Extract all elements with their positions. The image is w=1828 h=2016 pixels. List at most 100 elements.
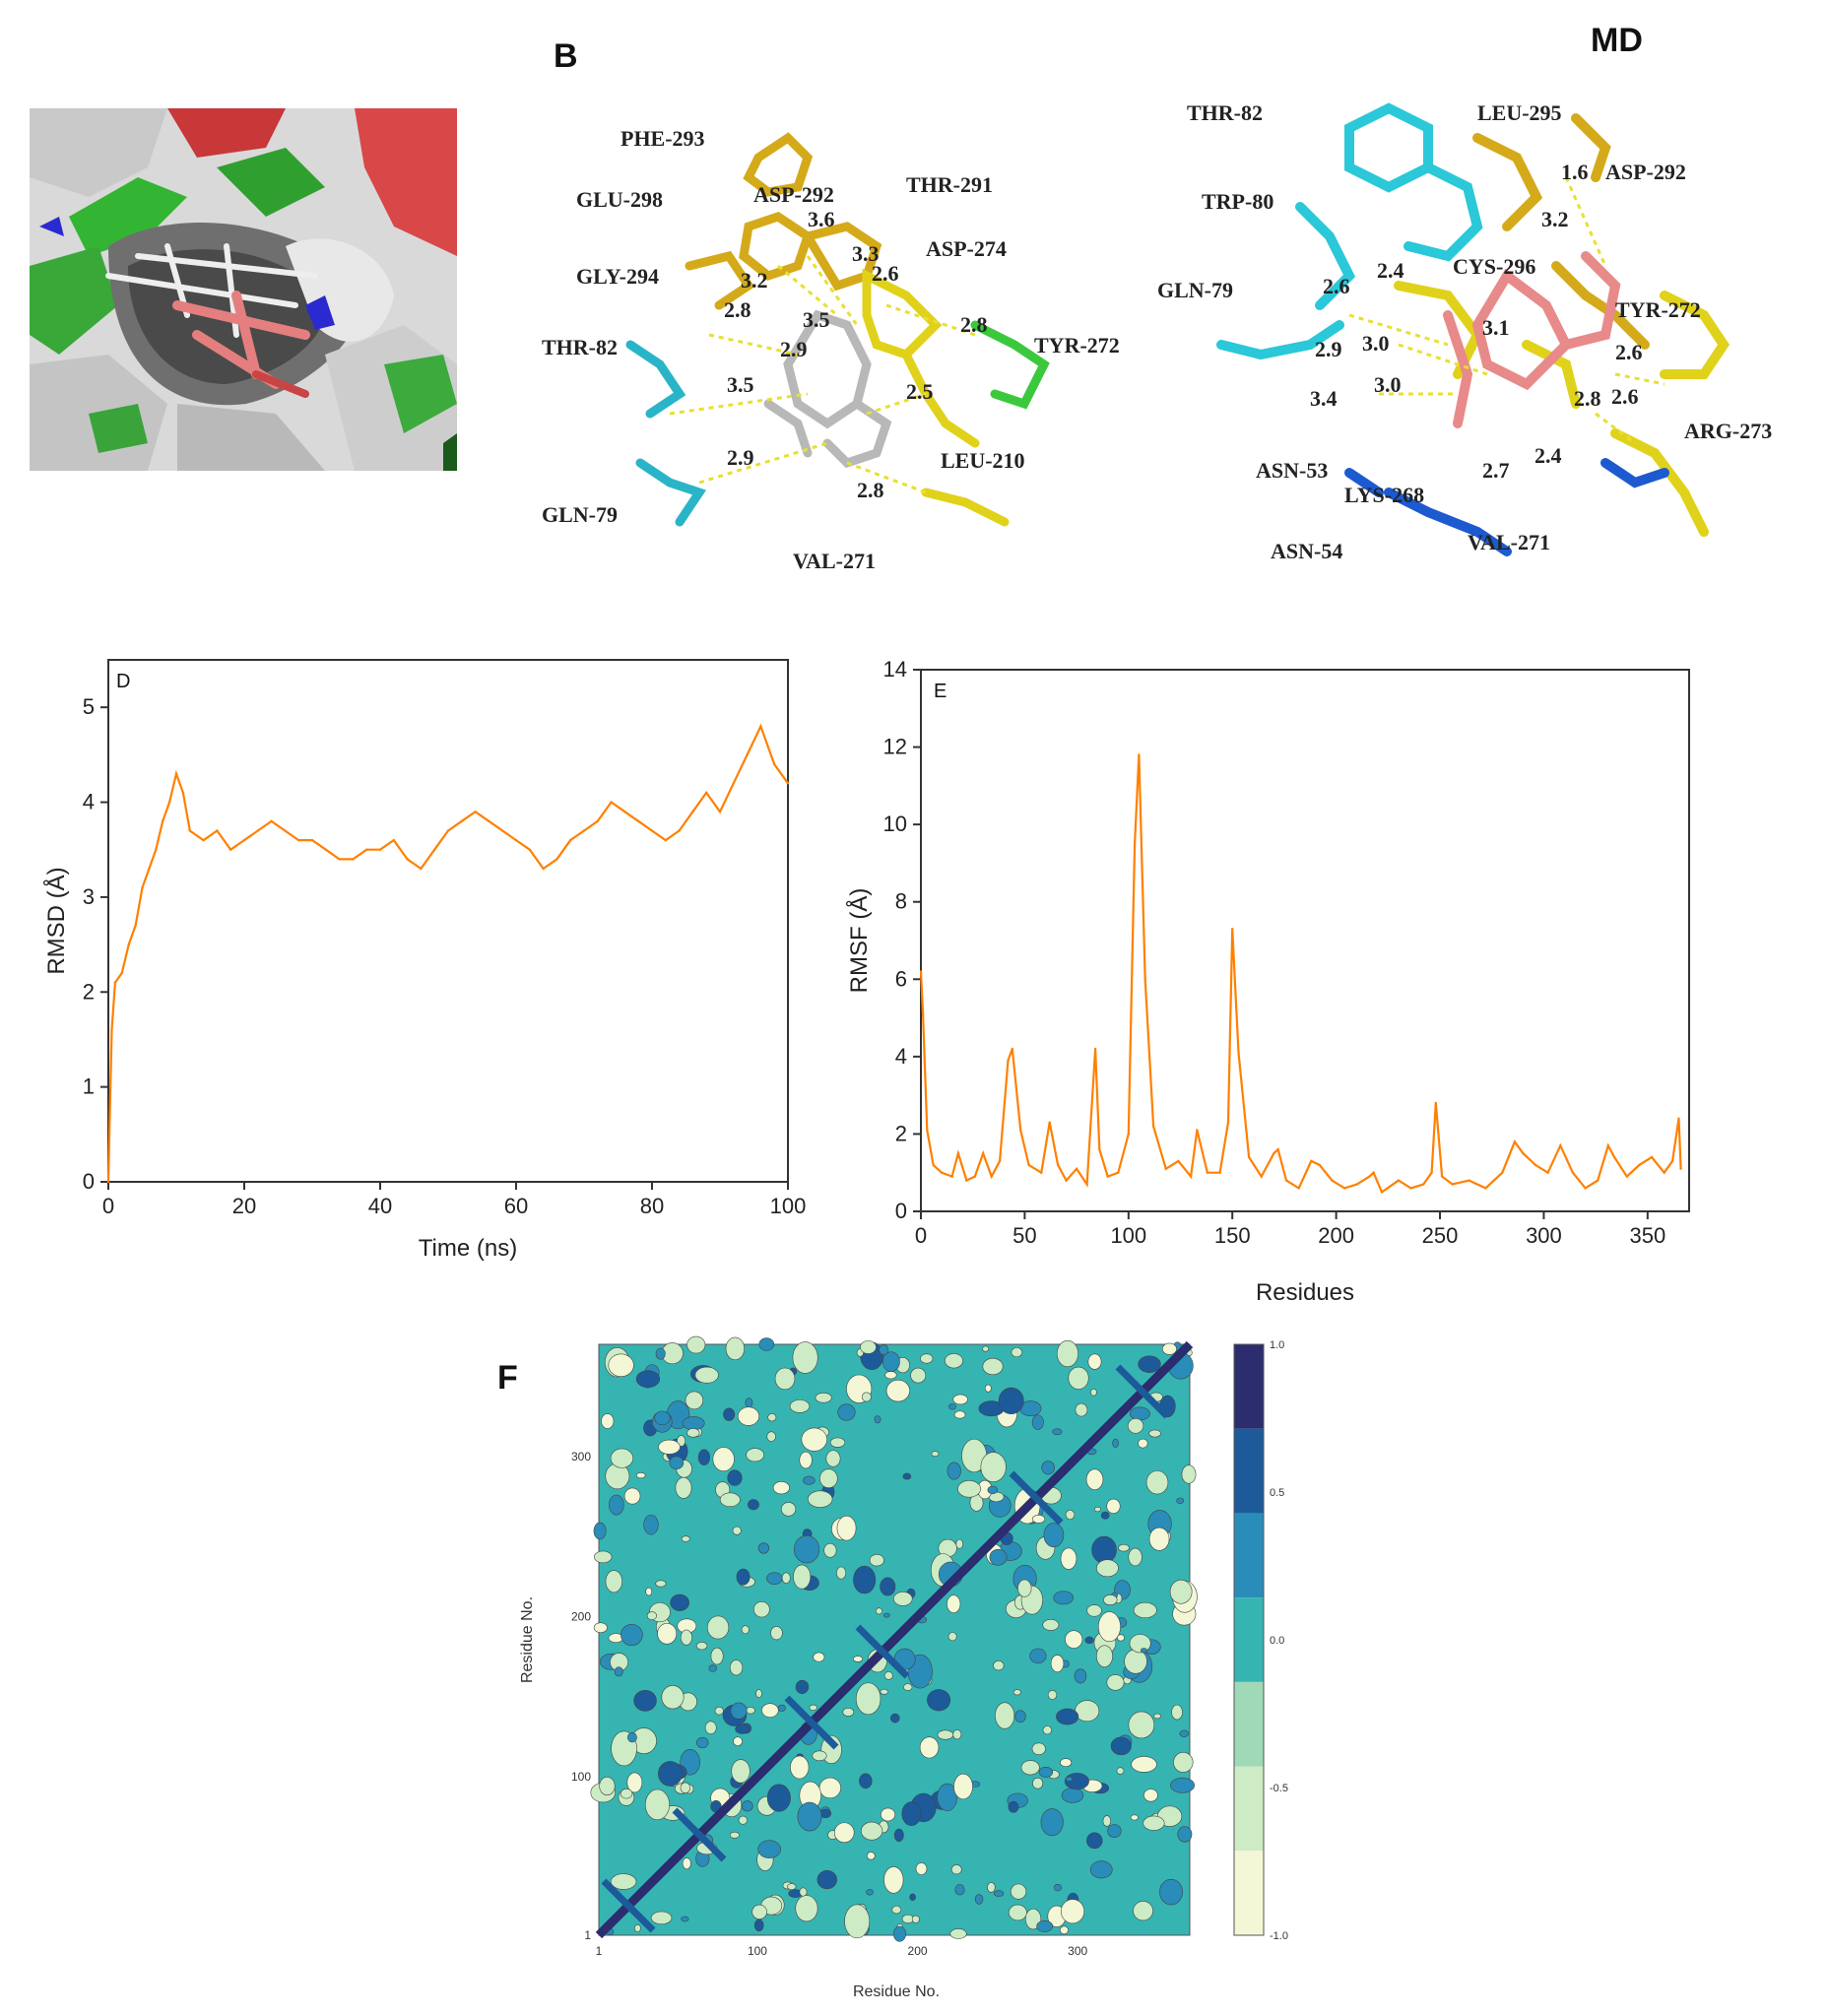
heatmap-patch — [1060, 1899, 1085, 1924]
heatmap-patch — [1053, 1883, 1063, 1892]
data-point — [932, 1163, 935, 1167]
panel-f-xlabel: Residue No. — [853, 1983, 940, 2000]
heatmap-patch — [609, 1494, 624, 1516]
heatmap-patch — [626, 1731, 637, 1743]
data-point — [365, 848, 368, 851]
heatmap-patch — [605, 1570, 622, 1593]
heatmap-patch — [1087, 1353, 1102, 1370]
data-point — [1513, 1140, 1517, 1143]
panel-b-residue-label: ASP-292 — [753, 182, 834, 207]
heatmap-patch — [753, 1918, 764, 1932]
heatmap-patch — [1116, 1767, 1125, 1775]
data-point — [1260, 1175, 1263, 1178]
data-point — [1372, 1171, 1375, 1174]
panel-md-residue-label: LYS-268 — [1344, 483, 1424, 507]
heatmap-patch — [1096, 1645, 1113, 1667]
heatmap-patch — [626, 1772, 643, 1793]
heatmap-patch — [661, 1685, 685, 1710]
heatmap-patch — [727, 1469, 743, 1486]
panel-d-ylabel: RMSD (Å) — [42, 867, 70, 974]
panel-b-distance-label: 2.5 — [906, 379, 934, 404]
heatmap-patch — [1020, 1760, 1040, 1776]
y-tick-label: 300 — [571, 1450, 591, 1463]
heatmap-patch — [823, 1542, 837, 1558]
heatmap-patch — [1128, 1711, 1155, 1739]
data-point — [167, 801, 171, 804]
data-point — [555, 858, 558, 861]
x-tick-label: 100 — [1110, 1223, 1146, 1248]
y-tick-label: 8 — [895, 889, 907, 914]
data-point — [1679, 1167, 1682, 1170]
colorbar-tick-label: 0.0 — [1270, 1635, 1284, 1647]
heatmap-patch — [1177, 1826, 1193, 1843]
data-point — [392, 838, 395, 842]
heatmap-patch — [681, 1916, 689, 1922]
colorbar-tick-label: -0.5 — [1270, 1783, 1288, 1794]
y-tick-label: 1 — [83, 1074, 95, 1099]
heatmap-patch — [761, 1703, 779, 1718]
heatmap-patch — [1065, 1630, 1083, 1649]
heatmap-patch — [789, 1399, 811, 1413]
colorbar-tick-label: -1.0 — [1270, 1930, 1288, 1942]
data-point — [188, 829, 191, 832]
data-point — [1231, 928, 1234, 931]
data-point — [1276, 1147, 1279, 1151]
heatmap-patch — [1093, 1506, 1101, 1513]
heatmap-patch — [746, 1448, 764, 1463]
data-point — [106, 1180, 110, 1184]
heatmap-patch — [1065, 1509, 1076, 1521]
heatmap-patch — [719, 1492, 741, 1508]
heatmap-patch — [620, 1788, 633, 1799]
y-tick-label: 100 — [571, 1770, 591, 1784]
data-point — [1440, 1175, 1444, 1178]
data-point — [1133, 842, 1137, 845]
data-point — [1018, 1129, 1022, 1132]
panel-md-interaction-diagram: MD THR-82 L — [1152, 20, 1812, 591]
data-point — [1522, 1151, 1525, 1155]
heatmap-patch — [915, 1862, 928, 1875]
data-point — [162, 819, 164, 823]
heatmap-patch — [927, 1689, 951, 1712]
data-point — [1546, 1171, 1549, 1174]
panel-f-correlation-heatmap: F Residue No. Residue No. 1 100 200 300 1 100… — [492, 1334, 1379, 2004]
heatmap-patch — [1052, 1428, 1063, 1436]
heatmap-patch — [1010, 1883, 1027, 1900]
x-tick-label: 300 — [1068, 1944, 1087, 1958]
heatmap-patch — [797, 1801, 822, 1832]
heatmap-patch — [614, 1666, 623, 1677]
panel-b-residue-label: PHE-293 — [620, 126, 705, 151]
panel-md-residue-label: LEU-295 — [1477, 100, 1562, 125]
x-tick-label: 40 — [368, 1194, 392, 1218]
panel-e-ylabel: RMSF (Å) — [845, 888, 873, 994]
heatmap-patch — [987, 1485, 999, 1495]
panel-b-distance-label: 2.9 — [727, 445, 754, 470]
heatmap-patch — [682, 1857, 691, 1870]
heatmap-patch — [799, 1887, 808, 1897]
heatmap-patch — [1075, 1700, 1100, 1723]
data-point — [446, 829, 450, 832]
heatmap-patch — [1036, 1919, 1054, 1932]
heatmap-patch — [1089, 1860, 1113, 1879]
heatmap-patch — [635, 1472, 646, 1479]
heatmap-patch — [861, 1821, 883, 1841]
heatmap-patch — [658, 1439, 681, 1455]
panel-md-distance-label: 3.1 — [1482, 315, 1510, 340]
heatmap-patch — [947, 1632, 957, 1642]
colorbar-segment — [1234, 1851, 1264, 1935]
heatmap-patch — [1085, 1468, 1104, 1490]
heatmap-patch — [995, 1702, 1015, 1729]
data-point — [338, 858, 341, 861]
heatmap-patch — [1153, 1713, 1161, 1720]
heatmap-patch — [695, 1736, 709, 1748]
heatmap-patch — [1060, 1758, 1073, 1768]
panel-b-residue-label: VAL-271 — [793, 549, 876, 573]
heatmap-patch — [812, 1750, 827, 1762]
colorbar-tick-label: 0.5 — [1270, 1487, 1284, 1499]
panel-md-distance-label: 2.6 — [1615, 340, 1643, 364]
heatmap-patch — [1012, 1689, 1021, 1696]
heatmap-patch — [1031, 1414, 1044, 1430]
heatmap-patch — [855, 1682, 881, 1716]
heatmap-patch — [725, 1336, 745, 1361]
heatmap-patch — [903, 1683, 913, 1691]
heatmap-patch — [751, 1904, 767, 1919]
